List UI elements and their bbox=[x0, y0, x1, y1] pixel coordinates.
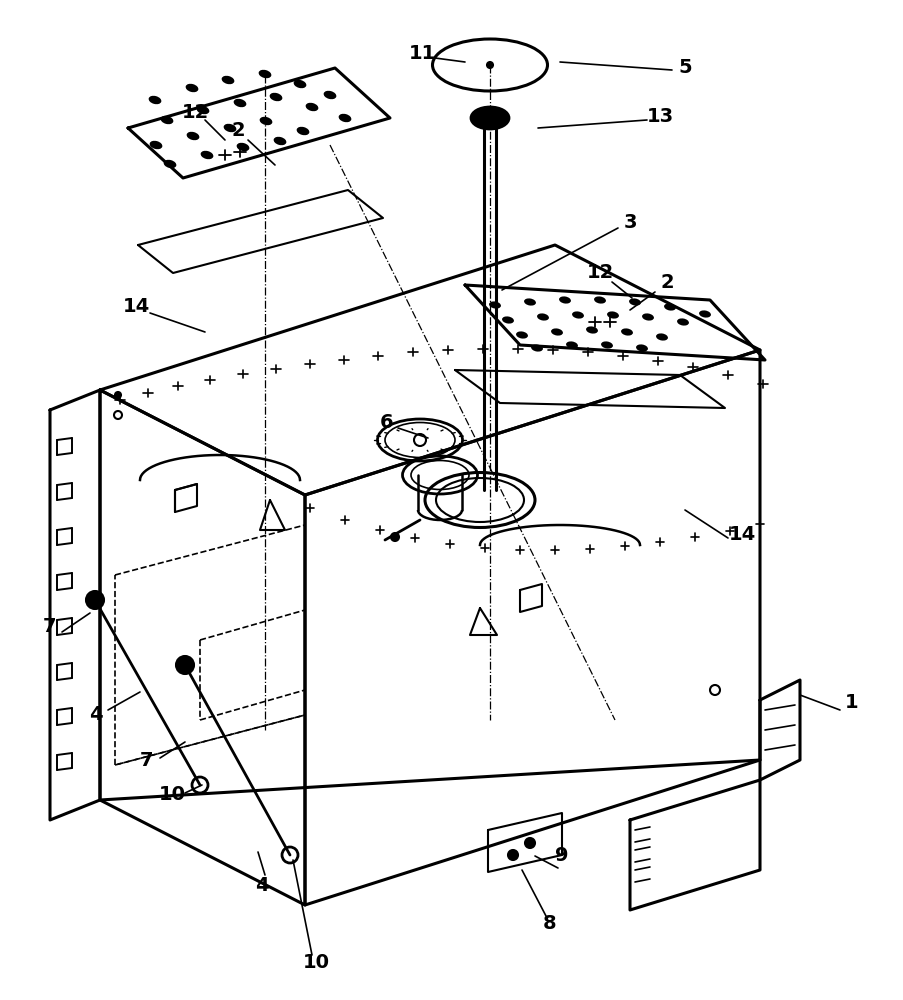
Ellipse shape bbox=[524, 298, 535, 306]
Text: 6: 6 bbox=[380, 412, 394, 432]
Ellipse shape bbox=[470, 107, 508, 129]
Text: 12: 12 bbox=[182, 103, 209, 122]
Text: 11: 11 bbox=[408, 44, 435, 63]
Ellipse shape bbox=[536, 313, 548, 321]
Text: 1: 1 bbox=[844, 694, 858, 712]
Ellipse shape bbox=[221, 76, 234, 84]
Ellipse shape bbox=[641, 313, 653, 321]
Ellipse shape bbox=[572, 311, 583, 319]
Text: 7: 7 bbox=[140, 750, 154, 770]
Ellipse shape bbox=[269, 93, 282, 101]
Ellipse shape bbox=[293, 80, 306, 88]
Ellipse shape bbox=[161, 116, 173, 124]
Circle shape bbox=[487, 62, 492, 68]
Circle shape bbox=[86, 591, 104, 609]
Ellipse shape bbox=[628, 298, 640, 306]
Text: 14: 14 bbox=[122, 298, 150, 316]
Ellipse shape bbox=[185, 84, 198, 92]
Ellipse shape bbox=[186, 132, 200, 140]
Text: 2: 2 bbox=[231, 121, 245, 140]
Ellipse shape bbox=[516, 331, 527, 339]
Ellipse shape bbox=[323, 91, 336, 99]
Text: 4: 4 bbox=[89, 706, 103, 724]
Ellipse shape bbox=[223, 124, 236, 132]
Circle shape bbox=[115, 392, 121, 398]
Ellipse shape bbox=[530, 344, 543, 352]
Ellipse shape bbox=[593, 296, 605, 304]
Circle shape bbox=[525, 838, 535, 848]
Text: 10: 10 bbox=[303, 953, 329, 972]
Ellipse shape bbox=[259, 117, 272, 125]
Circle shape bbox=[391, 533, 398, 541]
Ellipse shape bbox=[698, 310, 710, 318]
Ellipse shape bbox=[258, 70, 271, 78]
Ellipse shape bbox=[200, 151, 213, 159]
Text: 5: 5 bbox=[677, 58, 691, 77]
Ellipse shape bbox=[501, 316, 514, 324]
Text: 10: 10 bbox=[158, 786, 185, 804]
Text: 3: 3 bbox=[622, 213, 636, 232]
Ellipse shape bbox=[339, 114, 351, 122]
Text: 8: 8 bbox=[543, 914, 556, 933]
Ellipse shape bbox=[305, 103, 318, 111]
Ellipse shape bbox=[676, 318, 688, 326]
Ellipse shape bbox=[656, 333, 667, 341]
Ellipse shape bbox=[148, 96, 161, 104]
Circle shape bbox=[176, 656, 194, 674]
Ellipse shape bbox=[296, 127, 309, 135]
Text: 2: 2 bbox=[659, 273, 673, 292]
Ellipse shape bbox=[197, 106, 209, 114]
Text: 9: 9 bbox=[554, 846, 568, 865]
Ellipse shape bbox=[551, 328, 563, 336]
Ellipse shape bbox=[489, 301, 500, 309]
Ellipse shape bbox=[163, 160, 176, 168]
Ellipse shape bbox=[636, 344, 647, 352]
Ellipse shape bbox=[274, 137, 286, 145]
Text: 4: 4 bbox=[255, 876, 268, 896]
Ellipse shape bbox=[600, 341, 612, 349]
Text: 13: 13 bbox=[646, 107, 673, 126]
Ellipse shape bbox=[607, 311, 619, 319]
Text: 14: 14 bbox=[728, 524, 755, 544]
Circle shape bbox=[507, 850, 517, 860]
Ellipse shape bbox=[150, 141, 163, 149]
Ellipse shape bbox=[664, 303, 675, 311]
Ellipse shape bbox=[233, 99, 247, 107]
Ellipse shape bbox=[585, 326, 597, 334]
Ellipse shape bbox=[565, 341, 577, 349]
Ellipse shape bbox=[558, 296, 571, 304]
Text: 12: 12 bbox=[586, 263, 613, 282]
Ellipse shape bbox=[620, 328, 632, 336]
Ellipse shape bbox=[237, 143, 249, 151]
Text: 7: 7 bbox=[43, 617, 57, 636]
